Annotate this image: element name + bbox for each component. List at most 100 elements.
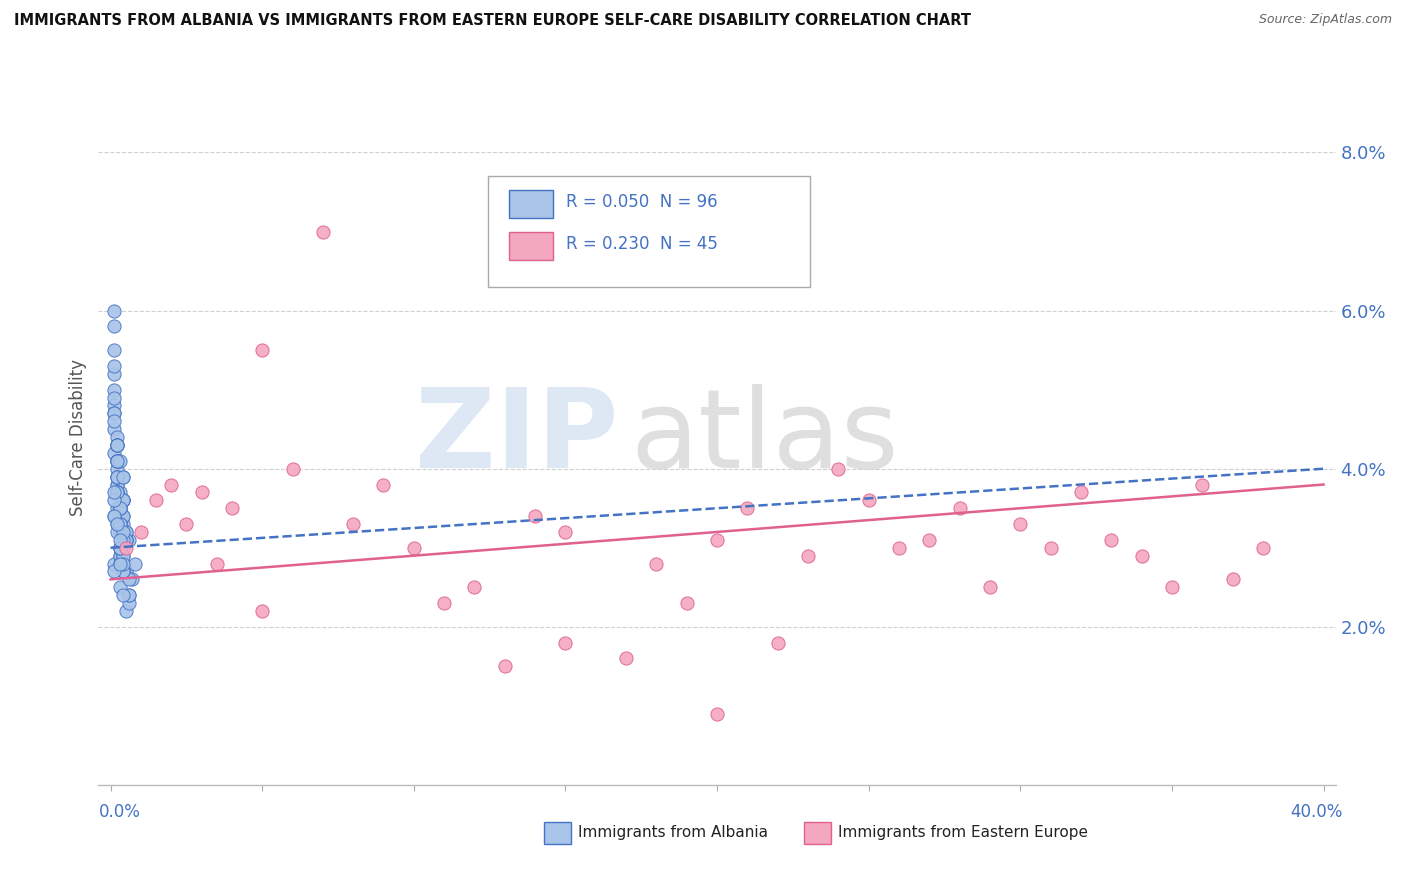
Point bbox=[105, 477, 128, 491]
Point bbox=[402, 541, 425, 555]
Point bbox=[105, 516, 128, 531]
Point bbox=[494, 659, 516, 673]
Text: ZIP: ZIP bbox=[415, 384, 619, 491]
Point bbox=[433, 596, 456, 610]
Point bbox=[103, 509, 125, 524]
Point bbox=[918, 533, 941, 547]
Point bbox=[614, 651, 637, 665]
Point bbox=[111, 493, 134, 508]
Point bbox=[105, 438, 128, 452]
Point bbox=[105, 485, 128, 500]
Point bbox=[103, 406, 125, 420]
Point bbox=[887, 541, 910, 555]
Point bbox=[105, 454, 128, 468]
Text: IMMIGRANTS FROM ALBANIA VS IMMIGRANTS FROM EASTERN EUROPE SELF-CARE DISABILITY C: IMMIGRANTS FROM ALBANIA VS IMMIGRANTS FR… bbox=[14, 13, 972, 29]
Point bbox=[108, 557, 131, 571]
Point bbox=[342, 516, 364, 531]
Text: Immigrants from Eastern Europe: Immigrants from Eastern Europe bbox=[838, 825, 1088, 840]
Point bbox=[949, 501, 972, 516]
Point bbox=[111, 516, 134, 531]
FancyBboxPatch shape bbox=[488, 177, 810, 287]
Point bbox=[103, 399, 125, 413]
Point bbox=[108, 516, 131, 531]
Point bbox=[766, 635, 789, 649]
Point bbox=[105, 501, 128, 516]
Point bbox=[111, 541, 134, 555]
Point bbox=[111, 493, 134, 508]
Point bbox=[103, 343, 125, 357]
Point bbox=[108, 516, 131, 531]
Point bbox=[585, 264, 607, 278]
Point bbox=[111, 469, 134, 483]
Point bbox=[114, 533, 136, 547]
Point bbox=[111, 565, 134, 579]
Point bbox=[111, 557, 134, 571]
Text: R = 0.230  N = 45: R = 0.230 N = 45 bbox=[567, 235, 718, 252]
Point bbox=[281, 461, 304, 475]
Point bbox=[103, 446, 125, 460]
Point bbox=[108, 454, 131, 468]
Point bbox=[858, 493, 880, 508]
Point bbox=[108, 501, 131, 516]
Point bbox=[105, 438, 128, 452]
Point bbox=[797, 549, 820, 563]
Point bbox=[111, 524, 134, 539]
Point bbox=[114, 541, 136, 555]
Point bbox=[103, 359, 125, 373]
Point bbox=[111, 493, 134, 508]
Point bbox=[1010, 516, 1032, 531]
Point bbox=[118, 588, 141, 602]
Point bbox=[1251, 541, 1274, 555]
Point bbox=[111, 565, 134, 579]
Point bbox=[105, 454, 128, 468]
Point bbox=[373, 477, 395, 491]
Point bbox=[105, 430, 128, 444]
Point bbox=[103, 422, 125, 436]
Point bbox=[1039, 541, 1062, 555]
Point bbox=[706, 533, 728, 547]
Point bbox=[108, 549, 131, 563]
Point bbox=[108, 501, 131, 516]
Point bbox=[463, 580, 485, 594]
Point bbox=[105, 469, 128, 483]
Bar bbox=[509, 190, 553, 218]
Point bbox=[1161, 580, 1184, 594]
Point bbox=[105, 469, 128, 483]
Point bbox=[108, 501, 131, 516]
Point bbox=[105, 454, 128, 468]
Bar bbox=[509, 232, 553, 260]
Point bbox=[108, 541, 131, 555]
Point bbox=[103, 383, 125, 397]
Point bbox=[124, 557, 146, 571]
Point bbox=[111, 509, 134, 524]
Point bbox=[111, 509, 134, 524]
Point bbox=[114, 604, 136, 618]
Point bbox=[250, 604, 273, 618]
Point bbox=[979, 580, 1001, 594]
Point bbox=[114, 533, 136, 547]
Point bbox=[103, 367, 125, 381]
Point bbox=[205, 557, 228, 571]
Point bbox=[108, 516, 131, 531]
Point bbox=[312, 225, 335, 239]
Point bbox=[111, 549, 134, 563]
Point bbox=[111, 549, 134, 563]
Point bbox=[108, 549, 131, 563]
Point bbox=[103, 414, 125, 428]
Point bbox=[103, 391, 125, 405]
Point bbox=[108, 557, 131, 571]
Point bbox=[737, 501, 759, 516]
Point bbox=[554, 524, 576, 539]
Point bbox=[645, 557, 668, 571]
Point bbox=[524, 509, 547, 524]
Bar bbox=[804, 822, 831, 844]
Point bbox=[111, 588, 134, 602]
Point bbox=[103, 406, 125, 420]
Point bbox=[706, 706, 728, 721]
Point bbox=[1222, 573, 1244, 587]
Point bbox=[103, 565, 125, 579]
Point bbox=[160, 477, 183, 491]
Point bbox=[118, 573, 141, 587]
Point bbox=[111, 565, 134, 579]
Point bbox=[1099, 533, 1122, 547]
